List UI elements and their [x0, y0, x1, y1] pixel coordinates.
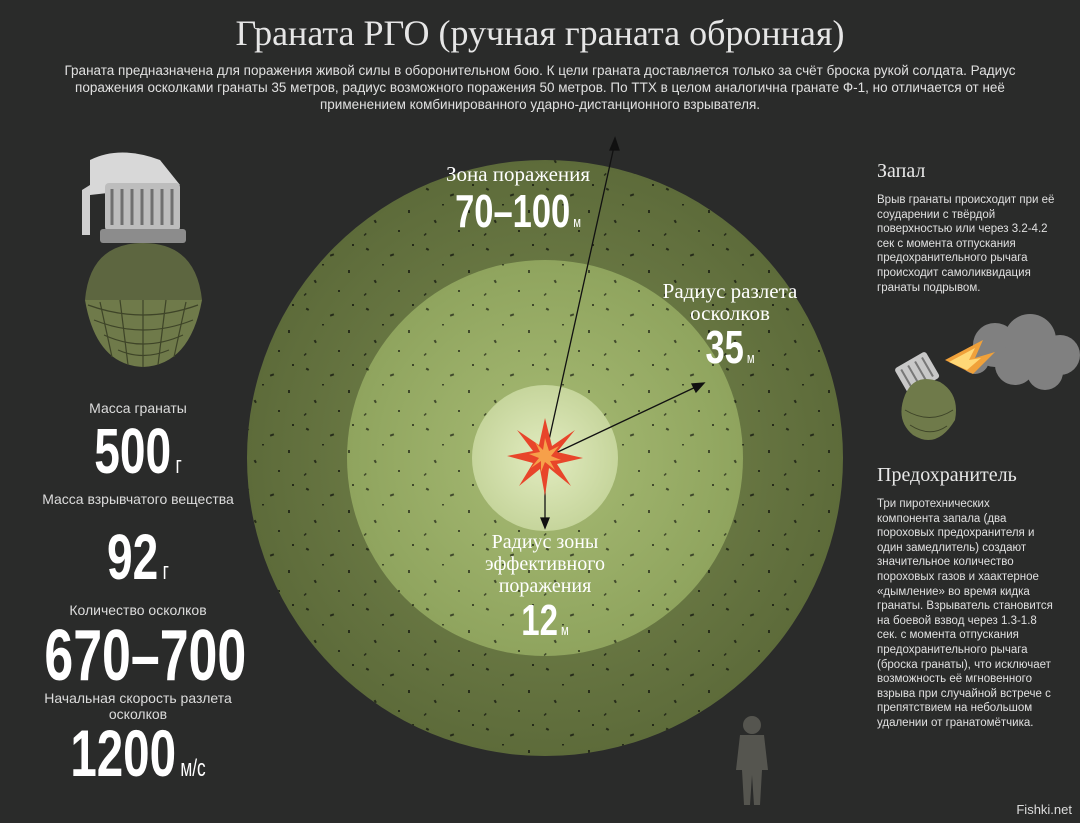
zone-middle-label: Радиус разлета осколков: [662, 279, 798, 325]
stat-fragments-value: 670–700: [44, 616, 247, 696]
stat-speed-label: Начальная скорость разлета осколков: [44, 690, 232, 722]
stat-explosive-value: 92 г: [107, 521, 169, 593]
zone-inner-unit: м: [560, 622, 569, 639]
zone-middle-unit: м: [746, 350, 755, 367]
stat-speed-value: 1200 м/с: [70, 716, 206, 790]
safety-text: Три пиротехнических компонента запала (д…: [877, 498, 1053, 729]
zone-outer-value: 70–100 м: [455, 185, 581, 237]
intro-text: Граната предназначена для поражения живо…: [64, 63, 1016, 112]
grenade-illustration: [82, 152, 202, 367]
stat-speed-unit: м/с: [180, 755, 206, 782]
explosion-icon: [507, 418, 583, 496]
stat-explosive-label: Масса взрывчатого вещества: [42, 491, 234, 507]
grenade-smoke-illustration: [895, 314, 1080, 440]
fuze-text: Врыв гранаты происходит при её соударени…: [877, 194, 1055, 294]
stat-mass-value: 500 г: [94, 415, 182, 487]
zone-middle-value: 35 м: [705, 321, 755, 373]
fuze-title: Запал: [877, 160, 926, 182]
zone-inner-label: Радиус зоны эффективного поражения: [485, 531, 605, 597]
zone-inner-value: 12 м: [521, 596, 569, 645]
zone-outer-label: Зона поражения: [445, 162, 591, 186]
safety-title: Предохранитель: [877, 464, 1017, 486]
zone-outer-unit: м: [573, 214, 581, 231]
stat-mass-label: Масса гранаты: [89, 400, 187, 416]
stat-mass-unit: г: [175, 452, 182, 479]
soldier-silhouette: [736, 716, 768, 805]
stat-fragments-label: Количество осколков: [69, 602, 207, 618]
site-credit: Fishki.net: [1016, 802, 1072, 817]
page-title: Граната РГО (ручная граната обронная): [235, 13, 845, 53]
stat-explosive-unit: г: [162, 558, 169, 585]
